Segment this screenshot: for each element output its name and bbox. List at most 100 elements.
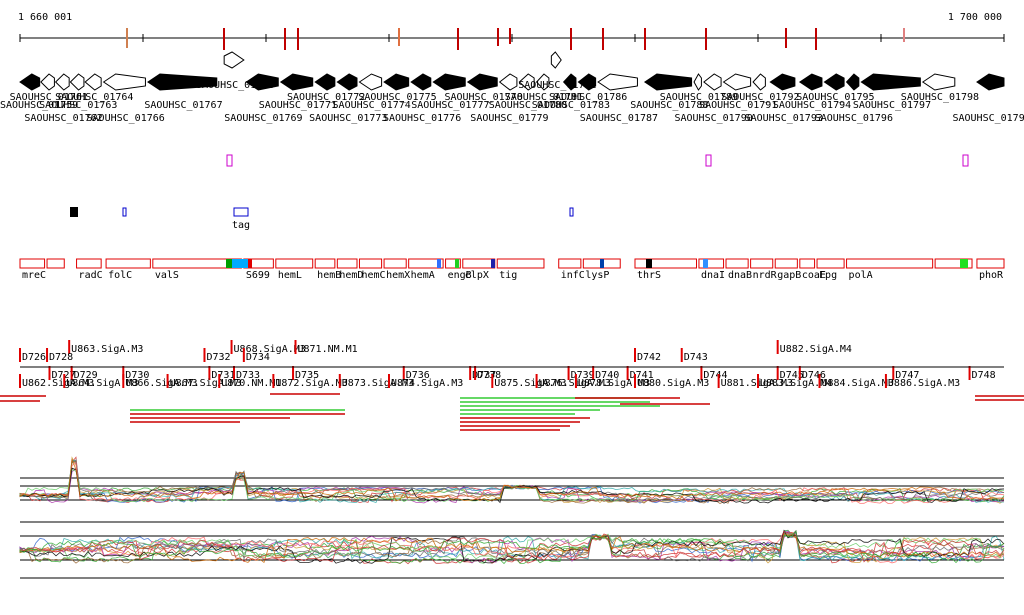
gene-label: SAOUHSC_01775 <box>358 92 436 103</box>
transcript-label: U866.SigA.M3 <box>125 378 197 389</box>
transcript-label: U880.SigA.M3 <box>637 378 709 389</box>
gene-arrow <box>798 73 823 91</box>
gene-label: SAOUHSC_01787 <box>580 113 658 124</box>
gene-arrow <box>223 51 245 69</box>
gene-label: SAOUHSC_01777 <box>411 100 489 111</box>
gene-arrow <box>562 73 577 91</box>
annotated-gene-label: dnaB <box>728 270 752 281</box>
annotated-gene-box <box>976 258 1005 269</box>
annotated-gene-box <box>383 258 407 269</box>
annotated-gene-label: hemL <box>278 270 302 281</box>
annotated-gene-label: thrS <box>637 270 661 281</box>
transcript-label: D748 <box>972 370 996 381</box>
annotated-gene-box <box>336 258 358 269</box>
domain-block <box>455 259 459 268</box>
transcript-label: U881.SigA.M3 <box>721 378 793 389</box>
gene-label: SAOUHSC_01762 <box>24 113 102 124</box>
gene-arrow <box>722 73 752 91</box>
gene-label: SAOUHSC_01791 <box>699 100 777 111</box>
gene-label: SAOUHSC_01795 <box>796 92 874 103</box>
domain-block <box>437 259 441 268</box>
annotated-gene-label: hemC <box>361 270 385 281</box>
domain-block <box>600 259 604 268</box>
transcript-label: D741 <box>630 370 654 381</box>
gene-label: SAOUHSC_01797 <box>853 100 931 111</box>
domain-block <box>960 259 968 268</box>
annotated-gene-label: coaE <box>802 270 826 281</box>
gene-label: SAOUHSC_01773 <box>309 113 387 124</box>
ncrna-mark <box>122 207 127 217</box>
gene-arrow <box>314 73 336 91</box>
gene-label: SAOUHSC_01789 <box>660 92 738 103</box>
annotated-gene-box <box>846 258 934 269</box>
ruler-track <box>19 28 1005 50</box>
expression-profile <box>19 459 1005 502</box>
gene-arrow <box>102 73 146 91</box>
annotated-gene-box <box>750 258 774 269</box>
domain-block <box>226 259 232 268</box>
expression-profile <box>19 532 1005 564</box>
annotated-gene-box <box>816 258 845 269</box>
gene-label: SAOUHSC_01778 <box>444 92 522 103</box>
transcript-label: D742 <box>637 352 661 363</box>
annotated-gene-box <box>358 258 383 269</box>
transcript-label: U873.SigA.M3 <box>342 378 414 389</box>
annotated-gene-label: hemD <box>339 270 363 281</box>
ruler-end-label: 1 700 000 <box>947 12 1002 23</box>
domain-block <box>232 259 248 268</box>
transcript-label: U886.SigA.M3 <box>888 378 960 389</box>
transcript-label: D737 <box>472 370 496 381</box>
annotated-gene-box <box>799 258 816 269</box>
gene-label: SAOUHSC_01786 <box>549 92 627 103</box>
gene-arrow <box>823 73 845 91</box>
expression-profile <box>19 467 1004 504</box>
transcript-label: U876.SigA.M3 <box>539 378 611 389</box>
annotated-gene-box <box>445 258 461 269</box>
gene-arrow <box>769 73 796 91</box>
gene-label: SAOUHSC_01759 <box>0 100 78 111</box>
annotated-gene-box <box>408 258 444 269</box>
transcript-label: D747 <box>895 370 919 381</box>
annotated-gene-box <box>314 258 336 269</box>
transcript-label: U870.NM.M1 <box>221 378 281 389</box>
expression-profile <box>19 460 1005 503</box>
annotated-gene-label: gapB <box>777 270 801 281</box>
transcript-label: U867.SigA.M3 <box>170 378 242 389</box>
gene-arrow <box>550 51 562 69</box>
transcript-label: U872.SigA.M3 <box>275 378 347 389</box>
annotated-gene-box <box>634 258 697 269</box>
annotated-gene-label: tig <box>499 270 517 281</box>
gene-label: SAOUHSC_01763 <box>39 100 117 111</box>
gene-label: SAOUHSC_01793 <box>745 113 823 124</box>
annotated-gene-box <box>496 258 545 269</box>
transcript-label: D740 <box>595 370 619 381</box>
annotated-gene-label: nrdR <box>753 270 778 281</box>
gene-arrow <box>643 73 693 91</box>
expression-profile <box>19 532 1005 565</box>
annotated-gene-box <box>558 258 582 269</box>
annotated-gene-label: folC <box>108 270 132 281</box>
gene-label: SAOUHSC_01790 <box>674 113 752 124</box>
annotated-gene-box <box>462 258 496 269</box>
gene-arrow <box>518 73 535 91</box>
ncrna-tag-label: tag <box>232 220 250 231</box>
gene-arrow <box>498 73 518 91</box>
annotated-gene-box <box>774 258 798 269</box>
gene-label: SAOUHSC_01767 <box>144 100 222 111</box>
ruler-start-label: 1 660 001 <box>18 12 73 23</box>
annotated-gene-label: infC <box>561 270 585 281</box>
gene-arrow <box>69 73 85 91</box>
gene-label: SAOUHSC_01799 <box>952 113 1024 124</box>
domain-block <box>646 259 652 268</box>
gene-arrow <box>921 73 956 91</box>
annotated-gene-label: valS <box>155 270 179 281</box>
riboswitch-mark <box>962 154 969 167</box>
domain-block <box>703 259 708 268</box>
annotated-gene-label: mreC <box>22 270 46 281</box>
gene-arrow <box>466 73 498 91</box>
transcript-label: U874.SigA.M3 <box>391 378 463 389</box>
transcript-label: D730 <box>125 370 149 381</box>
